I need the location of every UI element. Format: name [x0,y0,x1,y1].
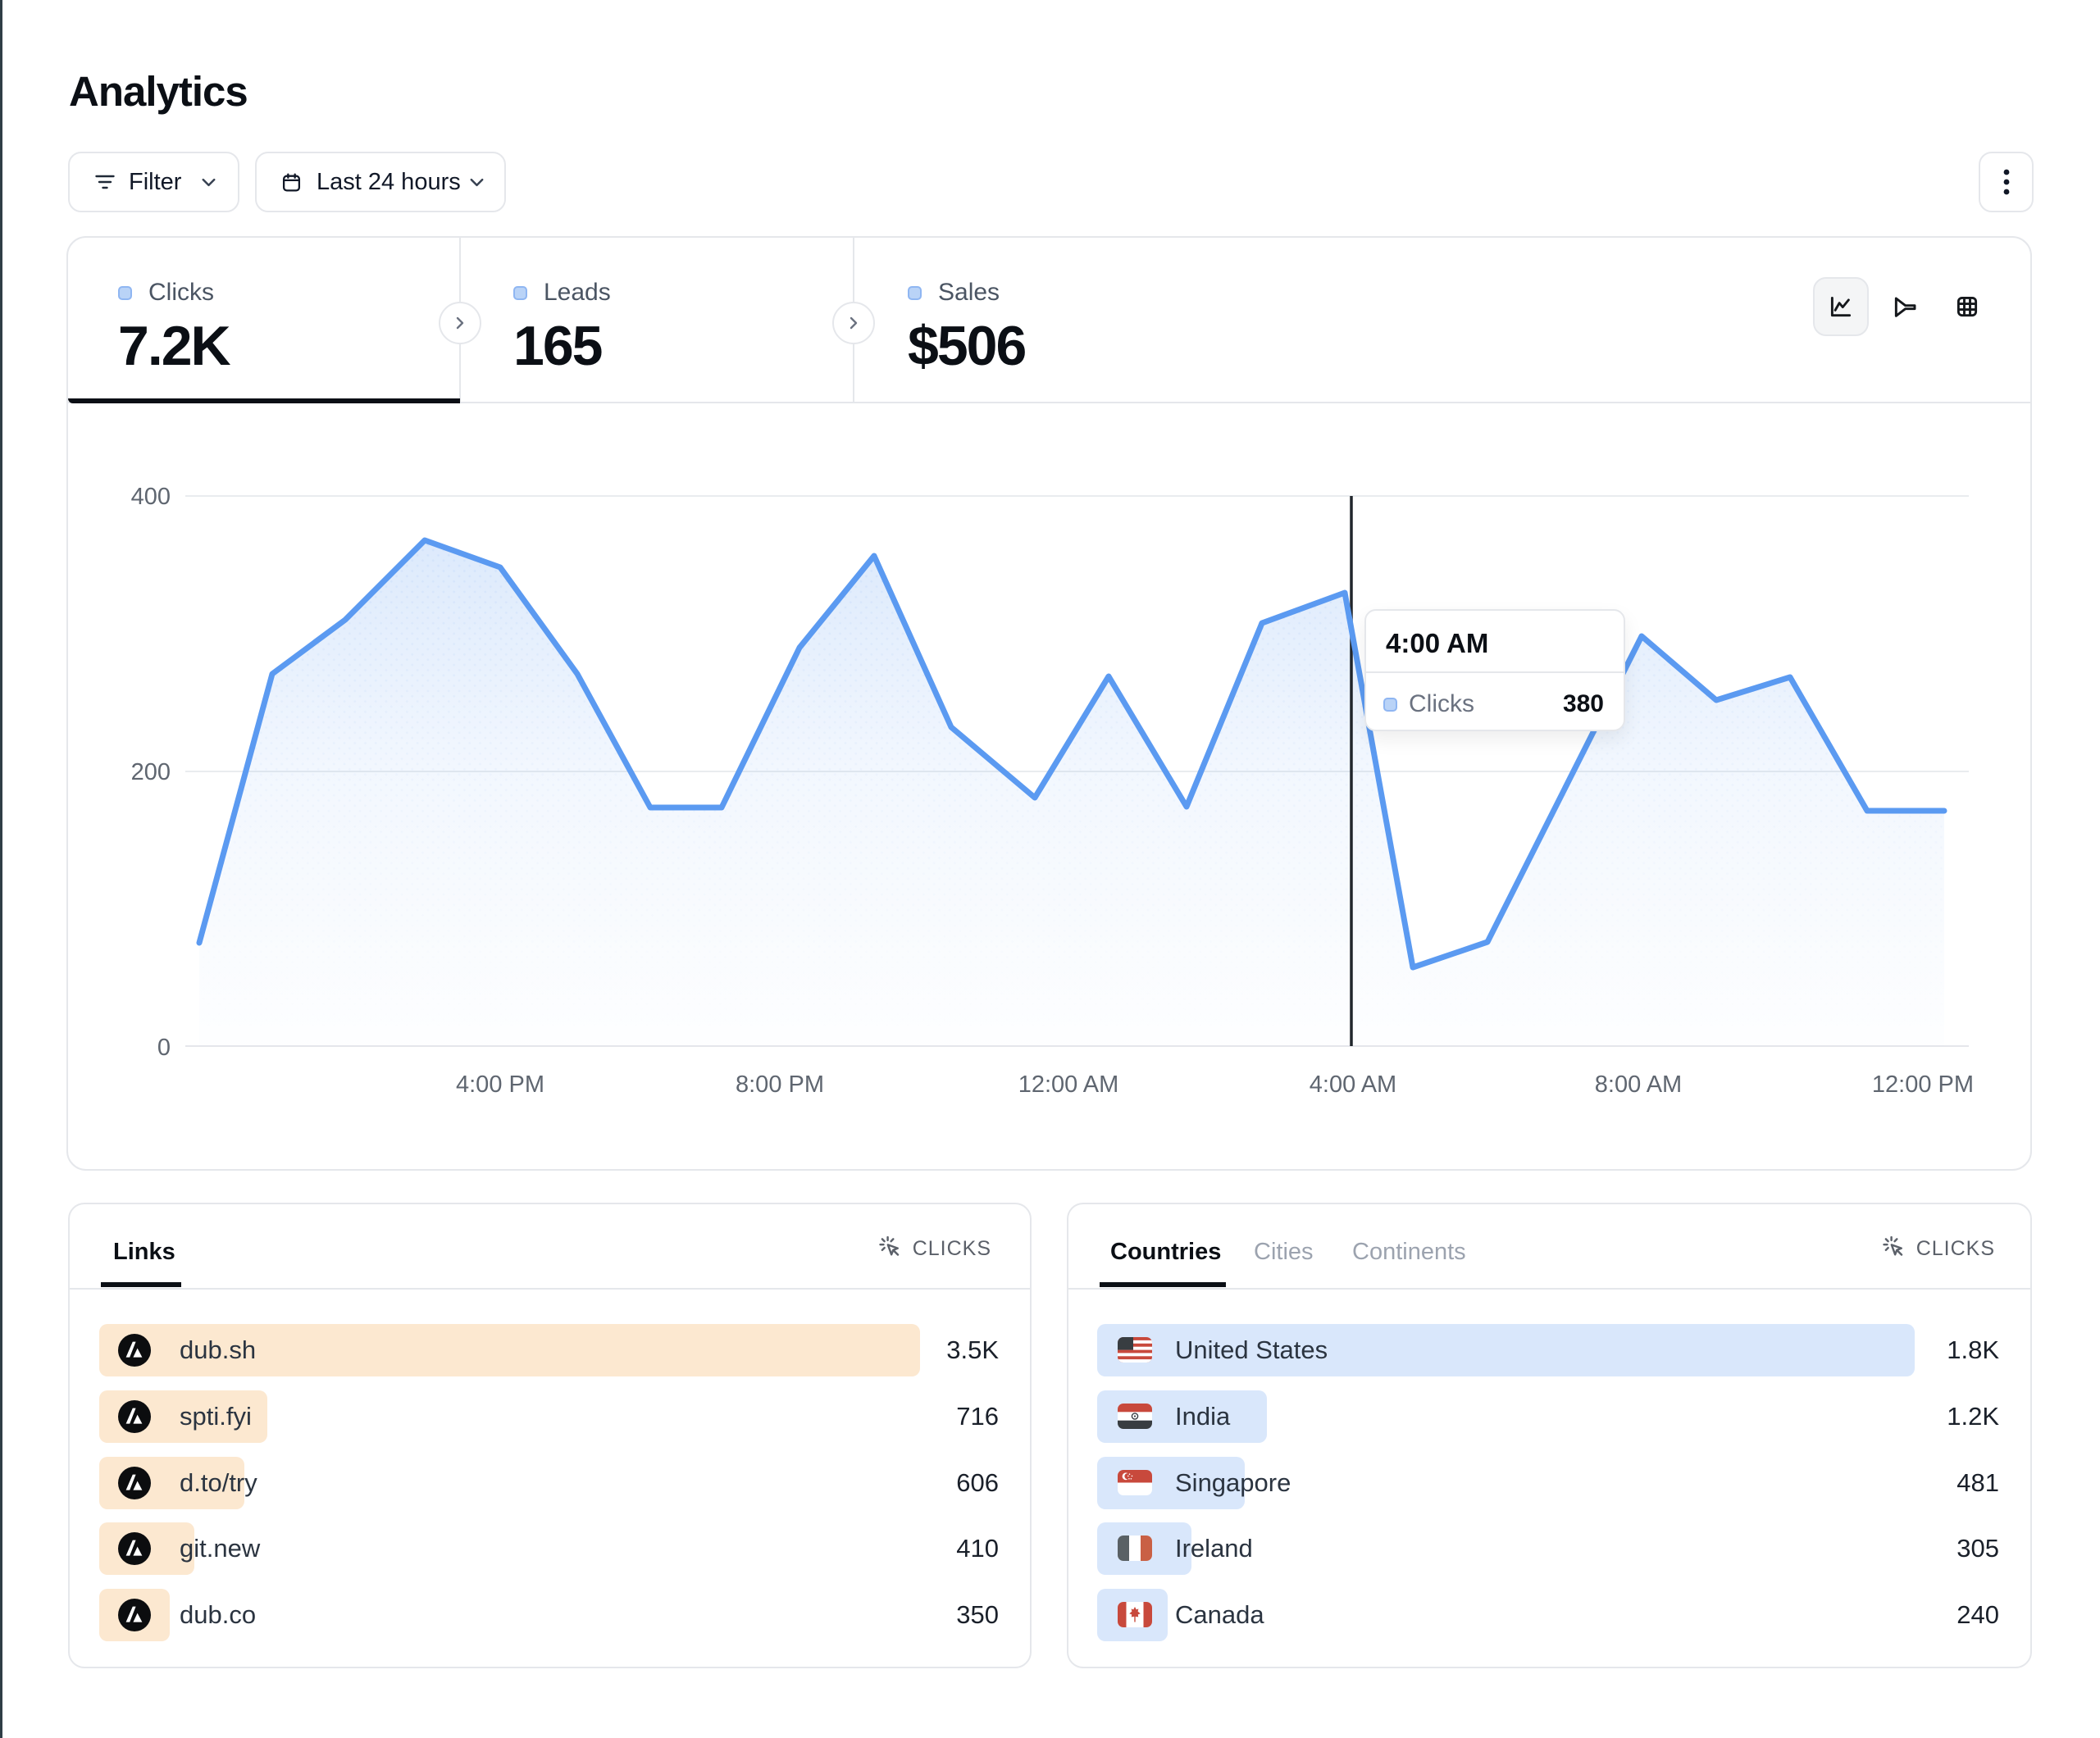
svg-text:0: 0 [157,1035,171,1061]
svg-text:12:00 AM: 12:00 AM [1018,1071,1119,1098]
svg-text:400: 400 [131,484,171,510]
svg-text:12:00 PM: 12:00 PM [1872,1071,1974,1098]
svg-text:4:00 AM: 4:00 AM [1310,1071,1396,1098]
svg-text:8:00 PM: 8:00 PM [736,1071,824,1098]
svg-text:4:00 PM: 4:00 PM [456,1071,544,1098]
svg-text:200: 200 [131,759,171,785]
svg-text:8:00 AM: 8:00 AM [1595,1071,1682,1098]
